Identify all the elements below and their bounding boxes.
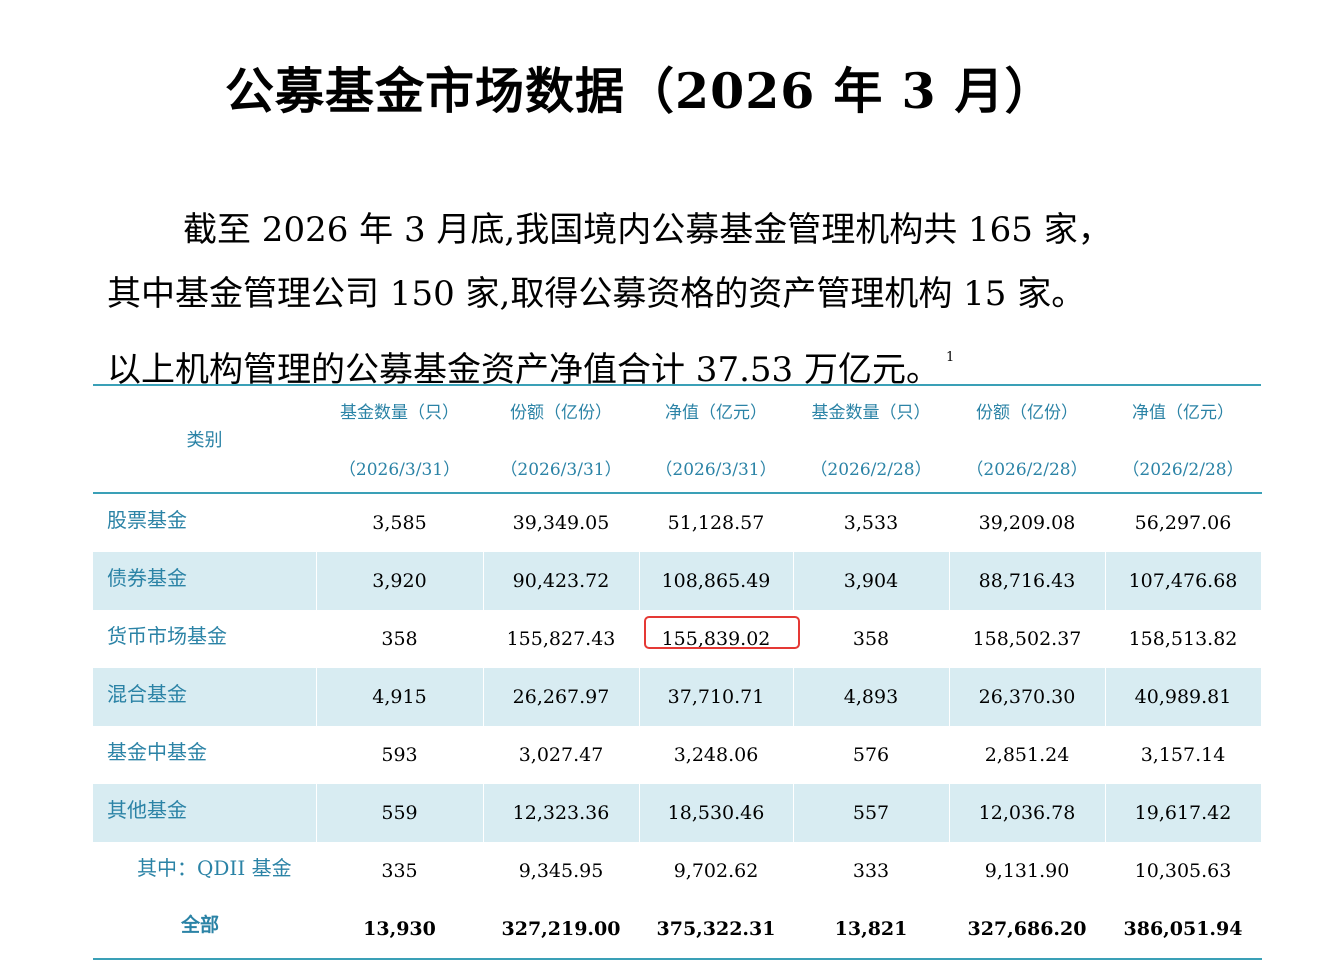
table-row: 货币市场基金 358 155,827.43 155,839.02 358 158… [93,610,1262,668]
summary-line-3: 以上机构管理的公募基金资产净值合计 37.53 万亿元。 1 [107,326,1227,390]
table-row: 其他基金 559 12,323.36 18,530.46 557 12,036.… [93,784,1262,842]
header-nav-mar: 净值（亿元） （2026/3/31） [639,385,793,494]
table-cell: 557 [793,784,950,842]
table-cell: 327,686.20 [949,900,1106,959]
row-label: 货币市场基金 [93,610,317,668]
table-row: 其中：QDII 基金 335 9,345.95 9,702.62 333 9,1… [93,842,1262,900]
header-label: 净值（亿元） [1132,403,1234,423]
summary-paragraph: 截至 2026 年 3 月底,我国境内公募基金管理机构共 165 家， 其中基金… [107,198,1227,390]
table-header-row: 类别 基金数量（只） （2026/3/31） 份额（亿份） （2026/3/31） … [93,385,1261,494]
table-cell: 335 [316,842,484,900]
footnote-mark: 1 [945,350,955,365]
table-cell: 9,702.62 [639,842,794,900]
summary-line-3-text: 以上机构管理的公募基金资产净值合计 37.53 万亿元。 [107,350,940,390]
row-label: 股票基金 [93,493,317,552]
table-cell: 3,920 [316,552,484,610]
table-cell: 3,533 [793,493,950,552]
row-label: 混合基金 [93,668,317,726]
table-cell: 10,305.63 [1105,842,1262,900]
table-cell: 56,297.06 [1105,493,1262,552]
header-label: 份额（亿份） [976,403,1078,423]
table-cell: 51,128.57 [639,493,794,552]
table-cell: 3,027.47 [483,726,640,784]
table-cell: 108,865.49 [639,552,794,610]
highlight-box [643,616,800,649]
header-date: （2026/2/28） [1122,460,1244,480]
table-row: 债券基金 3,920 90,423.72 108,865.49 3,904 88… [93,552,1262,610]
table-cell: 4,893 [793,668,950,726]
table-cell: 375,322.31 [639,900,794,959]
table-row: 基金中基金 593 3,027.47 3,248.06 576 2,851.24… [93,726,1262,784]
table-cell: 13,930 [316,900,484,959]
header-count-mar: 基金数量（只） （2026/3/31） [316,385,483,494]
table-cell: 19,617.42 [1105,784,1262,842]
header-label: 净值（亿元） [665,403,767,423]
header-date: （2026/3/31） [655,460,777,480]
header-date: （2026/3/31） [500,460,622,480]
table-cell: 9,345.95 [483,842,640,900]
table-cell: 26,370.30 [949,668,1106,726]
table-cell: 593 [316,726,484,784]
table-cell: 12,036.78 [949,784,1106,842]
table-cell: 3,904 [793,552,950,610]
table-total-row: 全部 13,930 327,219.00 375,322.31 13,821 3… [93,900,1262,959]
table-cell: 4,915 [316,668,484,726]
table-row: 股票基金 3,585 39,349.05 51,128.57 3,533 39,… [93,493,1262,552]
table-cell: 13,821 [793,900,950,959]
header-label: 基金数量（只） [811,403,931,423]
row-label: 债券基金 [93,552,317,610]
highlighted-cell: 155,839.02 [639,610,800,668]
table-cell: 3,248.06 [639,726,794,784]
table-cell: 3,585 [316,493,484,552]
table-cell: 107,476.68 [1105,552,1262,610]
table-cell: 155,827.43 [483,610,640,668]
header-shares-feb: 份额（亿份） （2026/2/28） [949,385,1105,494]
table-cell: 88,716.43 [949,552,1106,610]
table-cell: 2,851.24 [949,726,1106,784]
table-cell: 39,349.05 [483,493,640,552]
table-cell: 158,502.37 [949,610,1106,668]
header-count-feb: 基金数量（只） （2026/2/28） [793,385,949,494]
row-label: 全部 [93,900,317,959]
page-title: 公募基金市场数据（2026 年 3 月） [225,62,1055,120]
fund-market-table: 类别 基金数量（只） （2026/3/31） 份额（亿份） （2026/3/31） … [93,384,1262,960]
row-label: 其中：QDII 基金 [93,842,317,900]
header-nav-feb: 净值（亿元） （2026/2/28） [1105,385,1261,494]
table-row: 混合基金 4,915 26,267.97 37,710.71 4,893 26,… [93,668,1262,726]
table-cell: 158,513.82 [1105,610,1262,668]
table-cell: 40,989.81 [1105,668,1262,726]
header-shares-mar: 份额（亿份） （2026/3/31） [483,385,639,494]
summary-line-2: 其中基金管理公司 150 家,取得公募资格的资产管理机构 15 家。 [107,274,1086,314]
header-date: （2026/3/31） [338,460,461,480]
table-cell: 576 [793,726,950,784]
header-label: 份额（亿份） [510,403,612,423]
table-cell: 37,710.71 [639,668,794,726]
table-cell: 9,131.90 [949,842,1106,900]
table-cell: 18,530.46 [639,784,794,842]
table-cell: 327,219.00 [483,900,640,959]
table-cell: 90,423.72 [483,552,640,610]
table-cell: 559 [316,784,484,842]
table-cell: 333 [793,842,950,900]
table-cell: 358 [793,610,950,668]
table-cell: 3,157.14 [1105,726,1262,784]
row-label: 其他基金 [93,784,317,842]
table-cell: 386,051.94 [1105,900,1262,959]
table-cell: 39,209.08 [949,493,1106,552]
header-date: （2026/2/28） [966,460,1088,480]
table-cell: 12,323.36 [483,784,640,842]
row-label: 基金中基金 [93,726,317,784]
category-header: 类别 [93,385,316,494]
header-label: 基金数量（只） [340,403,459,423]
summary-line-1: 截至 2026 年 3 月底,我国境内公募基金管理机构共 165 家， [183,210,1112,250]
table-cell: 358 [316,610,484,668]
highlighted-value: 155,839.02 [661,628,771,650]
table-cell: 26,267.97 [483,668,640,726]
header-date: （2026/2/28） [810,460,932,480]
